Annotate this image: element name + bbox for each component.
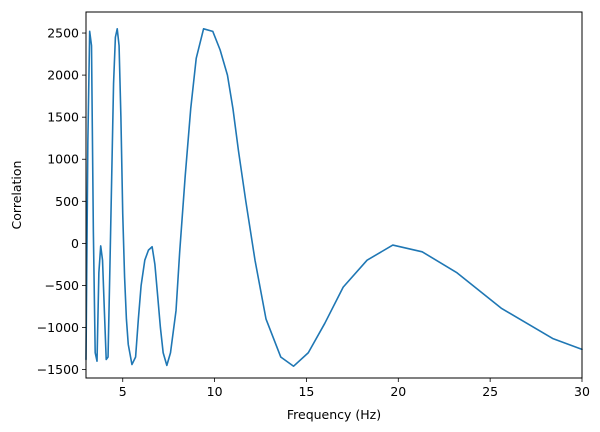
x-tick-label: 20 — [390, 384, 406, 399]
x-tick-label: 15 — [298, 384, 314, 399]
y-axis-ticks: −1500 −1000 −500 0 500 1000 1500 2000 2500 — [37, 26, 86, 377]
y-tick-label: 0 — [71, 236, 79, 251]
y-tick-label: 500 — [55, 194, 79, 209]
y-axis-label: Correlation — [9, 161, 24, 230]
x-tick-label: 10 — [207, 384, 223, 399]
x-tick-label: 5 — [119, 384, 127, 399]
y-tick-label: 2000 — [47, 68, 79, 83]
plot-background — [86, 12, 582, 378]
series-line — [85, 28, 583, 368]
plot-frame — [85, 11, 583, 379]
y-tick-label: 1500 — [47, 110, 79, 125]
x-tick-label: 30 — [574, 384, 590, 399]
y-tick-label: −1500 — [37, 362, 79, 377]
y-tick-label: 2500 — [47, 26, 79, 41]
x-tick-label: 25 — [482, 384, 498, 399]
y-tick-label: 1000 — [47, 152, 79, 167]
x-axis-ticks: 5 10 15 20 25 30 — [119, 378, 590, 399]
plot-area — [85, 11, 583, 379]
x-axis-label: Frequency (Hz) — [287, 407, 381, 422]
y-tick-label: −1000 — [37, 320, 79, 335]
y-tick-label: −500 — [45, 278, 79, 293]
